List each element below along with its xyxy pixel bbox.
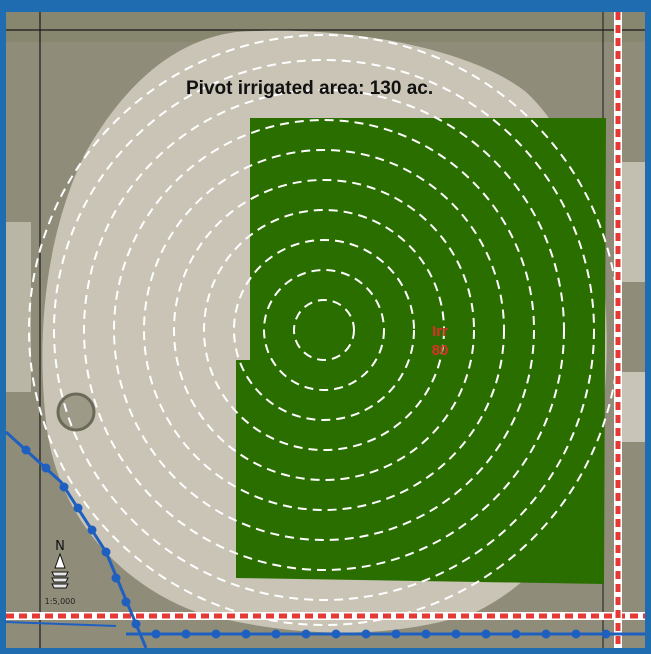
map-canvas[interactable] [6,12,645,648]
map-title: Pivot irrigated area: 130 ac. [186,78,434,99]
utility-lines [6,430,645,648]
pond [56,392,96,432]
field-label-line1: Irr [432,323,448,340]
north-arrow-icon [51,552,69,589]
north-letter: N [55,539,65,554]
field-label: Irr 80 [422,322,458,360]
field-label-line2: 80 [431,342,449,359]
irrigated-field-polygon[interactable] [236,118,606,584]
scale-label: 1:5,000 [44,597,76,606]
north-arrow: N 1:5,000 [40,540,80,606]
road-lines [6,12,645,648]
